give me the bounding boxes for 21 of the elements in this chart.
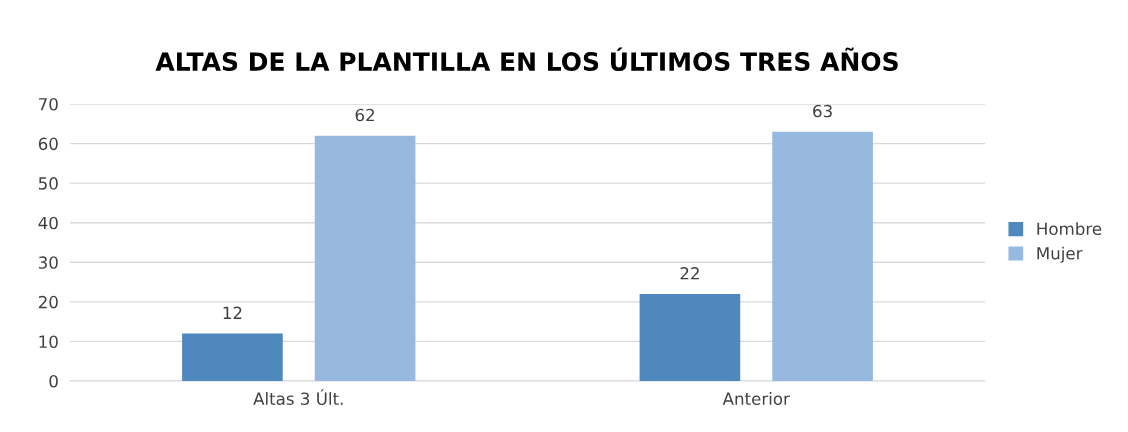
y-tick-label: 50 xyxy=(38,177,58,190)
y-tick-label: 60 xyxy=(38,137,58,151)
legend-label: Hombre xyxy=(1037,222,1102,236)
legend-label: Mujer xyxy=(1037,246,1083,263)
y-tick-label: 0 xyxy=(49,374,58,388)
bar xyxy=(182,333,283,381)
y-tick-label: 10 xyxy=(39,335,58,348)
y-tick-label: 30 xyxy=(38,256,58,269)
chart-title: ALTAS DE LA PLANTILLA EN LOS ÚLTIMOS TRES AÑOS xyxy=(155,47,898,72)
data-label: 22 xyxy=(680,267,699,280)
x-tick-label: Altas 3 Últ. xyxy=(253,389,343,406)
bar xyxy=(772,131,873,381)
x-tick-label: Anterior xyxy=(722,392,790,406)
data-label: 63 xyxy=(813,104,832,118)
bar xyxy=(314,135,416,381)
data-label: 62 xyxy=(355,108,375,122)
y-tick-label: 40 xyxy=(38,216,58,230)
data-label: 12 xyxy=(223,306,242,319)
y-tick-label: 20 xyxy=(38,295,58,309)
y-tick-label: 70 xyxy=(39,97,58,111)
bar xyxy=(639,293,741,381)
